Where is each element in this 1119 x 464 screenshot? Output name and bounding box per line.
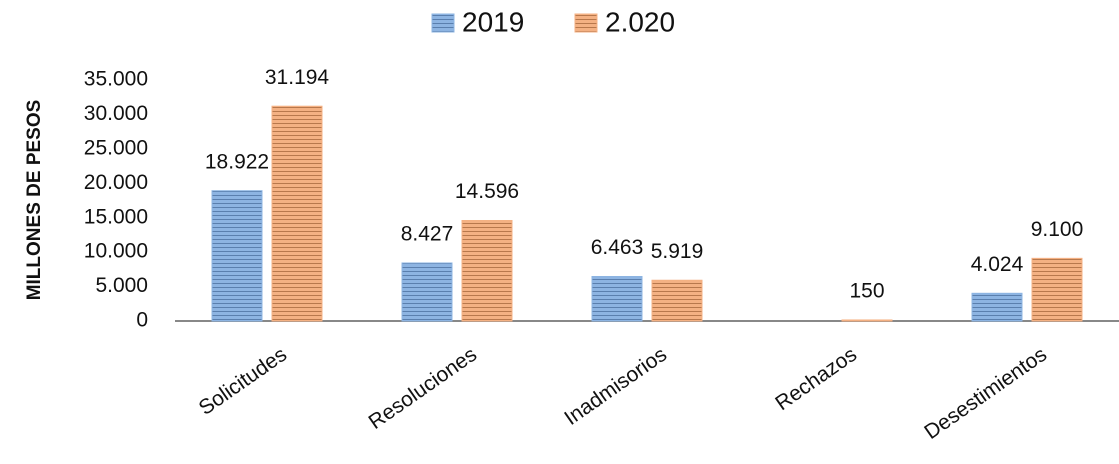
bar: [591, 275, 643, 322]
y-axis-title: MILLONES DE PESOS: [24, 100, 45, 301]
bar: [971, 292, 1023, 322]
x-tick-label: Resoluciones: [365, 343, 481, 434]
value-label: 4.024: [971, 253, 1024, 276]
y-tick-label: 20.000: [84, 171, 148, 194]
y-tick-label: 0: [136, 309, 148, 332]
value-label: 150: [849, 280, 884, 303]
y-tick-label: 35.000: [84, 68, 148, 91]
x-tick-label: Solicitudes: [195, 343, 291, 420]
value-label: 31.194: [265, 66, 330, 89]
bar: [271, 105, 323, 322]
y-tick-label: 30.000: [84, 102, 148, 125]
bar: [651, 279, 703, 322]
value-label: 8.427: [401, 223, 454, 246]
value-label: 5.919: [651, 240, 704, 263]
y-tick-label: 5.000: [95, 274, 148, 297]
value-label: 9.100: [1031, 218, 1084, 241]
legend-swatch: [574, 13, 598, 33]
x-tick-label: Desestimientos: [920, 343, 1051, 444]
bar: [1031, 257, 1083, 322]
legend-text: 2.020: [605, 6, 675, 37]
legend-text: 2019: [462, 6, 524, 37]
bar: [841, 319, 893, 322]
x-tick-label: Inadmisorios: [560, 343, 671, 430]
bar: [461, 219, 513, 322]
value-label: 6.463: [591, 236, 644, 259]
value-label: 18.922: [205, 150, 269, 173]
value-label: 14.596: [455, 180, 519, 203]
y-tick-label: 15.000: [84, 205, 148, 228]
x-tick-label: Rechazos: [771, 343, 861, 415]
legend-swatch: [431, 13, 455, 33]
y-tick-label: 25.000: [84, 136, 148, 159]
bar: [401, 262, 453, 322]
bar: [211, 190, 263, 322]
y-tick-label: 10.000: [84, 240, 148, 263]
